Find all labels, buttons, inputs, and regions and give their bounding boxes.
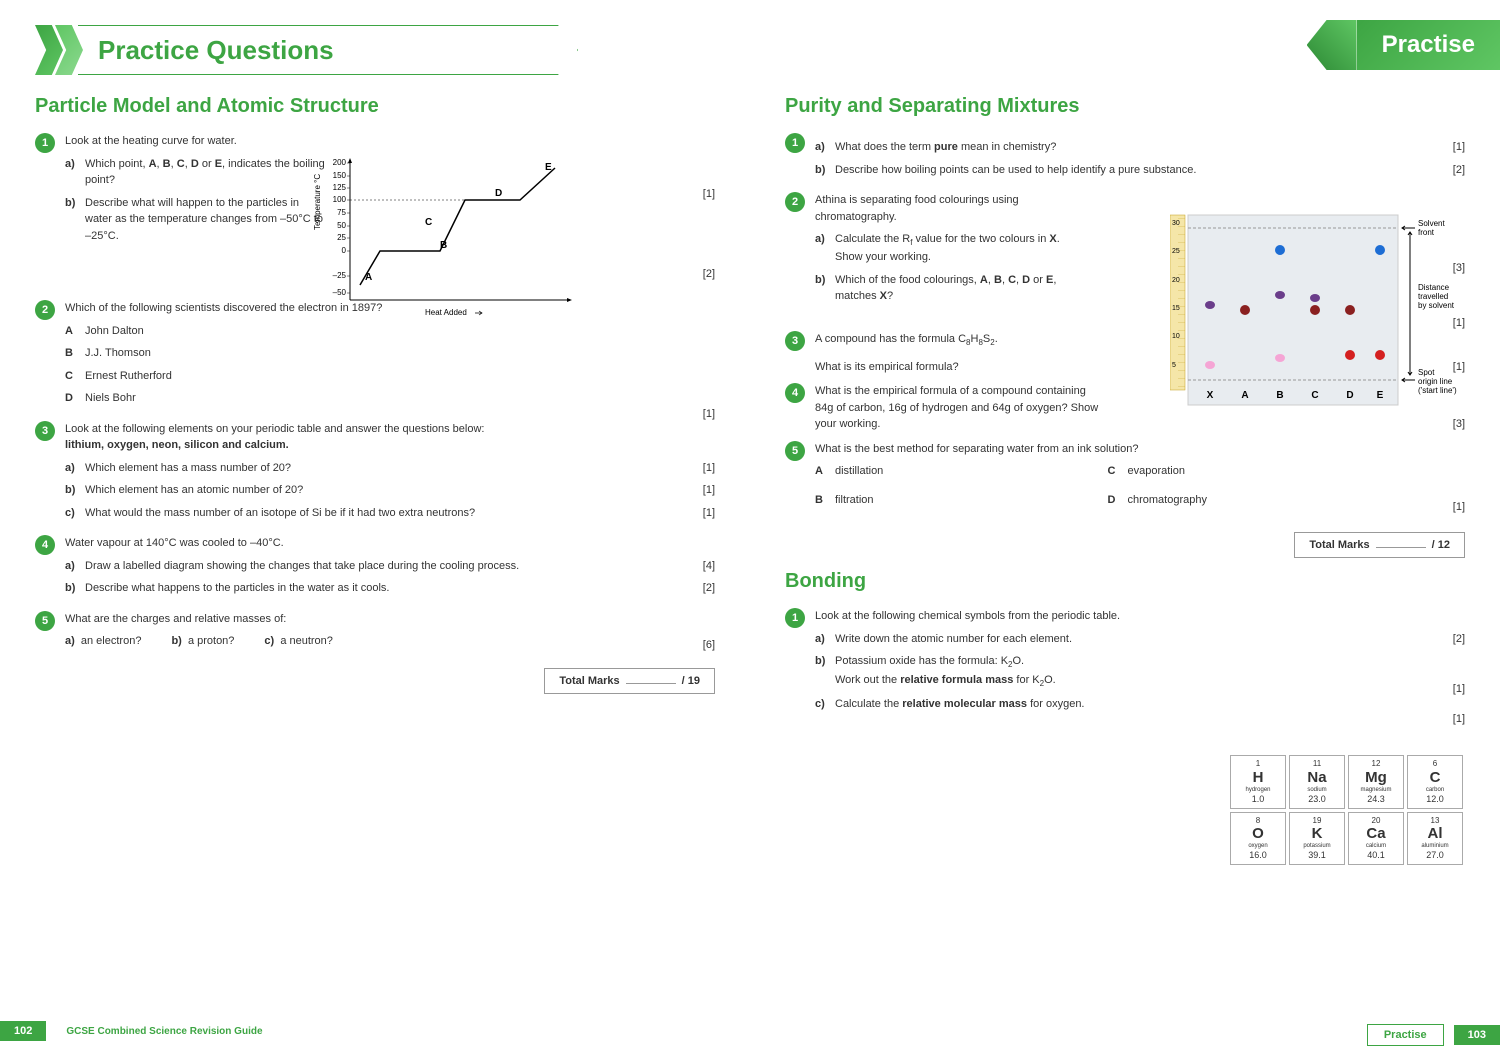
svg-text:10: 10 xyxy=(1172,333,1180,340)
qnum-badge: 5 xyxy=(785,441,805,461)
qtext: Athina is separating food colourings usi… xyxy=(815,192,1085,225)
svg-text:A: A xyxy=(1241,390,1248,401)
element-cell: 12Mgmagnesium24.3 xyxy=(1348,755,1404,809)
svg-text:Spot: Spot xyxy=(1418,368,1435,377)
question: 5 What are the charges and relative mass… xyxy=(35,611,715,650)
marks: [6] xyxy=(703,639,715,651)
svg-text:0: 0 xyxy=(342,246,347,255)
footer: 102 GCSE Combined Science Revision Guide xyxy=(0,1016,750,1046)
element-cell: 6Ccarbon12.0 xyxy=(1407,755,1463,809)
svg-text:D: D xyxy=(495,188,502,199)
qnum-badge: 1 xyxy=(785,133,805,153)
svg-text:Distance: Distance xyxy=(1418,283,1450,292)
chevron-icon xyxy=(1307,20,1357,70)
svg-text:30: 30 xyxy=(1172,220,1180,227)
svg-text:–50: –50 xyxy=(333,288,347,297)
heating-curve-chart: 200 150 125 100 75 50 25 0 –25 –50 A B C D E Te… xyxy=(310,150,590,325)
svg-text:Heat Added: Heat Added xyxy=(425,308,467,317)
total-marks: Total Marks/ 12 xyxy=(1294,532,1465,558)
svg-text:100: 100 xyxy=(333,195,347,204)
qnum-badge: 3 xyxy=(785,331,805,351)
svg-text:front: front xyxy=(1418,228,1435,237)
right-page: Practise Purity and Separating Mixtures … xyxy=(750,0,1500,1061)
marks: [1] xyxy=(1453,683,1465,695)
qnum-badge: 3 xyxy=(35,421,55,441)
svg-text:('start line'): ('start line') xyxy=(1418,386,1457,395)
practise-small: Practise xyxy=(1367,1024,1444,1046)
section-title: Purity and Separating Mixtures xyxy=(785,95,1465,118)
svg-text:Solvent: Solvent xyxy=(1418,219,1445,228)
marks: [1] xyxy=(1453,713,1465,725)
svg-text:25: 25 xyxy=(337,233,346,242)
footer-text: GCSE Combined Science Revision Guide xyxy=(66,1026,262,1037)
svg-text:A: A xyxy=(365,272,372,283)
total-marks: Total Marks/ 19 xyxy=(544,668,715,694)
chromatography-diagram: 30 25 20 15 10 5 X A B C D E Solventfront Distan… xyxy=(1170,210,1470,420)
left-page: Practice Questions Particle Model and At… xyxy=(0,0,750,1061)
svg-text:C: C xyxy=(425,217,432,228)
marks: [1] xyxy=(703,188,715,200)
svg-text:E: E xyxy=(545,162,552,173)
svg-text:150: 150 xyxy=(333,171,347,180)
qnum-badge: 1 xyxy=(35,133,55,153)
svg-text:E: E xyxy=(1377,390,1384,401)
element-cell: 8Ooxygen16.0 xyxy=(1230,812,1286,866)
svg-text:200: 200 xyxy=(333,158,347,167)
page-number: 103 xyxy=(1454,1025,1500,1045)
question: 3 Look at the following elements on your… xyxy=(35,421,715,528)
svg-text:20: 20 xyxy=(1172,277,1180,284)
marks: [2] xyxy=(1453,633,1465,645)
question: 4 Water vapour at 140°C was cooled to –4… xyxy=(35,535,715,603)
svg-text:5: 5 xyxy=(1172,362,1176,369)
qtext: Look at the heating curve for water. xyxy=(65,133,325,150)
svg-text:by solvent: by solvent xyxy=(1418,301,1455,310)
svg-text:B: B xyxy=(440,240,447,251)
page-title: Practice Questions xyxy=(98,35,334,66)
question: 1 a)What does the term pure mean in chem… xyxy=(785,133,1465,184)
title-box: Practice Questions xyxy=(78,25,578,75)
svg-text:C: C xyxy=(1311,390,1318,401)
marks: [1] xyxy=(703,408,715,420)
practise-label: Practise xyxy=(1357,20,1500,70)
svg-text:–25: –25 xyxy=(333,271,347,280)
header-right: Practise xyxy=(785,20,1465,80)
section-title: Bonding xyxy=(785,570,1465,593)
svg-text:75: 75 xyxy=(337,208,346,217)
question: 1 Look at the following chemical symbols… xyxy=(785,608,1465,718)
qnum-badge: 4 xyxy=(785,383,805,403)
question: 5 What is the best method for separating… xyxy=(785,441,1465,515)
qnum-badge: 1 xyxy=(785,608,805,628)
qtext: What are the charges and relative masses… xyxy=(65,611,715,628)
svg-text:X: X xyxy=(1207,390,1214,401)
qtext: Water vapour at 140°C was cooled to –40°… xyxy=(65,535,715,552)
qnum-badge: 2 xyxy=(35,300,55,320)
element-cell: 13Alaluminium27.0 xyxy=(1407,812,1463,866)
element-cell: 19Kpotassium39.1 xyxy=(1289,812,1345,866)
svg-text:125: 125 xyxy=(333,183,347,192)
qnum-badge: 4 xyxy=(35,535,55,555)
qnum-badge: 5 xyxy=(35,611,55,631)
svg-text:origin line: origin line xyxy=(1418,377,1453,386)
svg-text:D: D xyxy=(1346,390,1353,401)
footer: Practise 103 xyxy=(1367,1024,1500,1046)
marks: [3] xyxy=(1453,418,1465,430)
svg-text:B: B xyxy=(1276,390,1283,401)
svg-text:travelled: travelled xyxy=(1418,292,1448,301)
marks: [2] xyxy=(703,268,715,280)
page-number: 102 xyxy=(0,1021,46,1041)
marks: [1] xyxy=(1453,501,1465,513)
qtext: Look at the following elements on your p… xyxy=(65,421,715,438)
section-title: Particle Model and Atomic Structure xyxy=(35,95,715,118)
element-cell: 11Nasodium23.0 xyxy=(1289,755,1345,809)
svg-text:Temperature °C: Temperature °C xyxy=(313,174,322,230)
qnum-badge: 2 xyxy=(785,192,805,212)
element-cell: 1Hhydrogen1.0 xyxy=(1230,755,1286,809)
periodic-table: 1Hhydrogen1.011Nasodium23.012Mgmagnesium… xyxy=(1230,755,1470,868)
svg-text:25: 25 xyxy=(1172,248,1180,255)
element-cell: 20Cacalcium40.1 xyxy=(1348,812,1404,866)
header-left: Practice Questions xyxy=(35,20,715,80)
svg-text:15: 15 xyxy=(1172,305,1180,312)
svg-text:50: 50 xyxy=(337,221,346,230)
